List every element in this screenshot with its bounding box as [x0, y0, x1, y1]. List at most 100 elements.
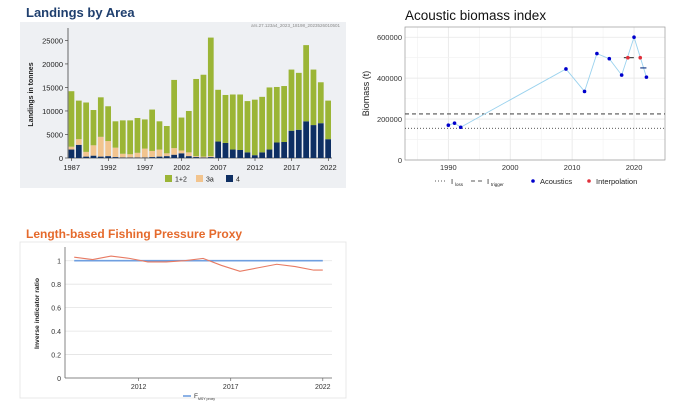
plot-border — [404, 26, 666, 161]
bar-1-2-2003 — [185, 110, 192, 153]
bar-1-2-2013 — [259, 96, 265, 153]
bar-4-2013 — [259, 152, 265, 158]
y-tick-label: 0 — [57, 376, 61, 383]
bar-1-2-1992 — [105, 106, 111, 142]
bar-4-2012 — [251, 155, 258, 158]
x-tick-label: 1997 — [137, 163, 154, 172]
x-tick-label: 1987 — [63, 163, 80, 172]
x-tick-label: 2022 — [320, 163, 337, 172]
x-tick-label: 2017 — [283, 163, 300, 172]
bar-1-2-1989 — [83, 102, 89, 152]
bar-1-2-2001 — [171, 79, 177, 149]
acoustics-point-1992 — [458, 125, 463, 130]
bar-3a-2000 — [163, 153, 170, 157]
acoustics-point-2012 — [582, 89, 587, 94]
bar-4-2015 — [273, 142, 280, 158]
indicator-line — [74, 255, 323, 272]
acoustics-point-2018 — [619, 73, 624, 77]
bar-4-2018 — [295, 129, 302, 158]
bar-3a-1991 — [97, 136, 104, 157]
y-tick-label: 10000 — [42, 107, 63, 116]
legend-sub-msy: MSY proxy — [198, 397, 215, 401]
legend-label: 4 — [236, 177, 240, 184]
x-tick-label: 2002 — [173, 163, 190, 172]
bar-1-2-2019 — [303, 45, 309, 122]
bar-4-1999 — [156, 156, 163, 158]
fishing-pressure-chart: Length-based Fishing Pressure Proxyars.2… — [19, 227, 347, 401]
bar-1-2-2005 — [200, 74, 207, 157]
y-tick-label: 600000 — [377, 33, 402, 42]
chart-title: Landings by Area — [26, 5, 135, 20]
y-tick-label: 0 — [398, 156, 402, 165]
bar-3a-1989 — [83, 151, 89, 157]
bar-4-2017 — [288, 130, 295, 158]
acoustics-point-2009 — [564, 67, 568, 71]
bar-3a-2001 — [171, 148, 177, 155]
bar-3a-2004 — [193, 156, 199, 158]
bar-4-2022 — [325, 139, 331, 158]
y-tick-label: 0.8 — [51, 282, 61, 289]
landings-chart: Landings by Area ars.27.123a4_2023_18198_… — [20, 5, 346, 188]
acoustics-point-2016 — [607, 56, 612, 61]
bar-1-2-1994 — [119, 120, 126, 154]
acoustics-point-1991 — [452, 121, 457, 125]
panel-frame — [19, 241, 347, 399]
bar-4-2006 — [207, 157, 214, 158]
legend-label-itrigger: I — [487, 177, 489, 186]
legend-label: 1+2 — [175, 177, 187, 184]
y-tick-label: 0.4 — [51, 329, 61, 336]
y-tick-label: 200000 — [377, 115, 402, 124]
bar-4-2002 — [178, 153, 185, 158]
bar-1-2-1997 — [141, 119, 148, 149]
interpolation-point-2019 — [626, 55, 630, 60]
bar-1-2-2011 — [244, 101, 251, 153]
bar-1-2-2017 — [288, 69, 295, 131]
bar-4-2019 — [303, 121, 309, 158]
legend-label-acoustics: Acoustics — [540, 177, 572, 186]
legend-label-iloss: I — [451, 177, 453, 186]
legend-sub-iloss: loss — [455, 182, 464, 187]
interpolation-point-2021 — [638, 55, 643, 60]
bar-4-1988 — [75, 144, 82, 158]
bar-1-2-2004 — [193, 78, 199, 157]
x-tick-label: 2020 — [626, 163, 643, 172]
bar-1-2-2009 — [229, 94, 236, 150]
x-tick-label: 2012 — [131, 384, 147, 391]
y-tick-label: 5000 — [46, 130, 63, 139]
legend-sub-itrigger: trigger — [491, 182, 504, 187]
bar-3a-2003 — [185, 152, 192, 157]
bar-3a-2005 — [200, 156, 207, 158]
legend-label: 3a — [206, 177, 214, 184]
bar-1-2-1996 — [134, 118, 141, 153]
bar-1-2-1998 — [149, 109, 155, 151]
bar-4-2004 — [193, 157, 199, 158]
bar-4-2001 — [171, 154, 177, 158]
y-axis-label: Inverse indicator ratio — [34, 278, 41, 349]
legend-swatch — [196, 175, 203, 182]
bar-3a-1999 — [156, 149, 163, 157]
bar-3a-1988 — [75, 139, 82, 145]
bar-1-2-2014 — [266, 87, 273, 150]
legend-interpolation-dot — [587, 179, 591, 183]
bar-4-2021 — [317, 123, 324, 158]
x-tick-label: 1992 — [100, 163, 117, 172]
bar-1-2-1993 — [112, 121, 119, 148]
bar-1-2-2021 — [317, 82, 324, 124]
bar-1-2-2000 — [163, 126, 170, 154]
x-tick-label: 2010 — [564, 163, 581, 172]
bar-4-2014 — [266, 149, 273, 158]
x-tick-label: 1990 — [440, 163, 457, 172]
y-axis-label: Landings in tonnes — [28, 62, 35, 126]
bar-4-1989 — [83, 156, 89, 158]
acoustics-point-2014 — [595, 51, 599, 56]
acoustics-point-1990 — [446, 123, 451, 128]
legend-label-f: F — [194, 393, 198, 400]
chart-title: Acoustic biomass index — [405, 8, 546, 23]
legend-swatch — [226, 175, 233, 182]
bar-4-2008 — [222, 142, 229, 158]
y-tick-label: 25000 — [42, 36, 63, 45]
acoustics-point-2020 — [632, 35, 636, 40]
y-tick-label: 1 — [57, 259, 61, 266]
bar-1-2-2008 — [222, 94, 229, 143]
